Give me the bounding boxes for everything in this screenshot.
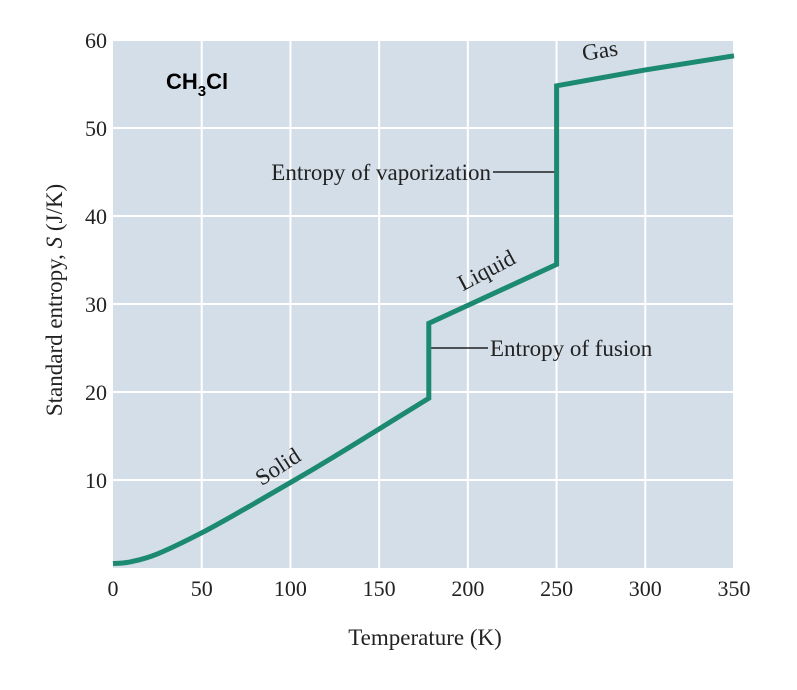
compound-label: CH3Cl	[166, 69, 228, 100]
grid-layer	[113, 39, 735, 568]
y-axis-title: Standard entropy, S (J/K)	[42, 184, 67, 416]
annotations: Entropy of vaporization Entropy of fusion	[271, 160, 652, 361]
entropy-curve	[112, 53, 735, 567]
x-tick-label: 350	[718, 576, 751, 601]
annotation-vaporization: Entropy of vaporization	[271, 160, 491, 185]
y-axis-title-unit: (J/K)	[42, 184, 67, 237]
x-tick-label: 300	[629, 576, 662, 601]
x-tick-label: 50	[191, 576, 213, 601]
compound-label-prefix: CH	[166, 69, 198, 94]
compound-label-subscript: 3	[198, 83, 206, 100]
x-axis-title: Temperature (K)	[348, 625, 502, 650]
x-tick-label: 0	[108, 576, 119, 601]
phase-label-gas: Gas	[580, 35, 619, 65]
x-tick-label: 250	[540, 576, 573, 601]
y-axis-title-prefix: Standard entropy,	[42, 248, 67, 416]
x-tick-label: 100	[274, 576, 307, 601]
y-tick-label: 40	[85, 204, 107, 229]
x-tick-label: 150	[363, 576, 396, 601]
y-tick-label: 50	[85, 116, 107, 141]
compound-label-suffix: Cl	[206, 69, 228, 94]
y-tick-label: 10	[85, 468, 107, 493]
y-tick-label: 30	[85, 292, 107, 317]
tick-labels: 0 50 100 150 200 250 300 350 10 20 30 40 50 60	[85, 28, 751, 601]
x-tick-label: 200	[451, 576, 484, 601]
annotation-fusion: Entropy of fusion	[490, 336, 653, 361]
y-tick-label: 60	[85, 28, 107, 53]
y-tick-label: 20	[85, 380, 107, 405]
y-axis-title-variable: S	[42, 236, 67, 248]
